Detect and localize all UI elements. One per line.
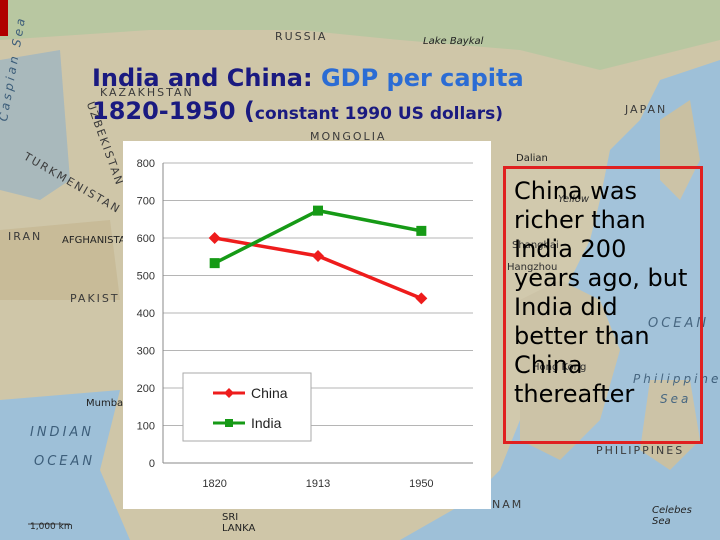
slide-corner-accent [0,0,8,36]
map-label-nam: NAM [492,498,524,511]
callout-line-2: richer than [514,206,646,234]
callout-line-6: better than [514,322,650,350]
map-label-dalian: Dalian [516,153,548,164]
map-label-afghanistan: AFGHANISTAN [62,235,134,246]
title-part-4: constant 1990 US dollars) [254,104,504,124]
map-scale-label: 1,000 km [30,522,73,532]
title-part-3: 1820-1950 ( [92,97,255,125]
legend-marker-india [225,419,233,427]
y-tick-label: 800 [137,158,155,170]
x-tick-label: 1950 [409,478,433,490]
slide-title: India and China: GDP per capita 1820-195… [92,62,692,131]
map-label-iran: IRAN [8,230,43,243]
x-tick-label: 1820 [202,478,226,490]
map-label-sea: Sea [660,392,692,406]
map-label-sri-lanka: SRI LANKA [222,512,256,534]
callout-line-7: China [514,351,583,379]
data-point-china [415,292,428,305]
data-point-india [416,225,427,236]
y-tick-label: 200 [137,383,155,395]
y-tick-label: 600 [137,233,155,245]
legend-marker-china [224,388,234,398]
data-point-india [209,258,220,269]
y-tick-label: 700 [137,196,155,208]
callout-line-8: thereafter [514,380,635,408]
map-label-ocean-right: OCEAN [648,316,710,331]
callout-line-1: China was [514,177,638,205]
y-tick-label: 500 [137,271,155,283]
map-label-mumbai: Mumbai [86,398,126,409]
y-tick-label: 0 [149,458,155,470]
legend-label-china: China [251,385,288,401]
map-label-lake-baykal: Lake Baykal [423,36,484,47]
data-point-china [312,250,324,262]
map-label-yellow-sea: Yellow [558,194,590,205]
y-tick-label: 300 [137,346,155,358]
map-label-kazakhstan: KAZAKHSTAN [100,86,194,99]
map-label-hangzhou: Hangzhou [507,262,558,273]
legend-label-india: India [251,415,282,431]
y-tick-label: 400 [137,308,155,320]
y-tick-label: 100 [137,421,155,433]
map-label-celebes-sea: Celebes Sea [652,505,692,527]
data-point-india [313,205,323,216]
callout-line-3: India 200 [514,235,627,263]
gdp-line-chart: 0 100 200 300 400 500 600 700 800 1820 1913 1950 Chi… [137,158,473,490]
map-label-philippines: PHILIPPINES [596,444,685,457]
title-part-2: GDP per capita [320,64,524,92]
map-label-russia: RUSSIA [275,30,328,43]
chart-panel: 0 100 200 300 400 500 600 700 800 1820 1913 1950 Chi… [123,141,491,509]
title-part-1: India and China: [92,64,313,92]
x-tick-label: 1913 [306,478,330,490]
legend-box [182,372,312,442]
map-label-mongolia: MONGOLIA [310,130,387,143]
map-label-pakistan: PAKIST [70,292,120,305]
map-label-ocean: OCEAN [34,454,96,469]
callout-box: China was richer than India 200 years ag… [503,166,703,444]
data-point-china [208,232,221,244]
map-label-shanghai: Shanghai [512,240,559,251]
callout-line-4: years ago, but [514,264,688,292]
callout-line-5: India did [514,293,618,321]
map-label-japan: JAPAN [625,103,668,116]
map-label-indian: INDIAN [30,425,95,440]
map-label-philippine-sea: Philippine [633,372,720,386]
map-label-hong-kong: Hong Kong [532,362,587,373]
